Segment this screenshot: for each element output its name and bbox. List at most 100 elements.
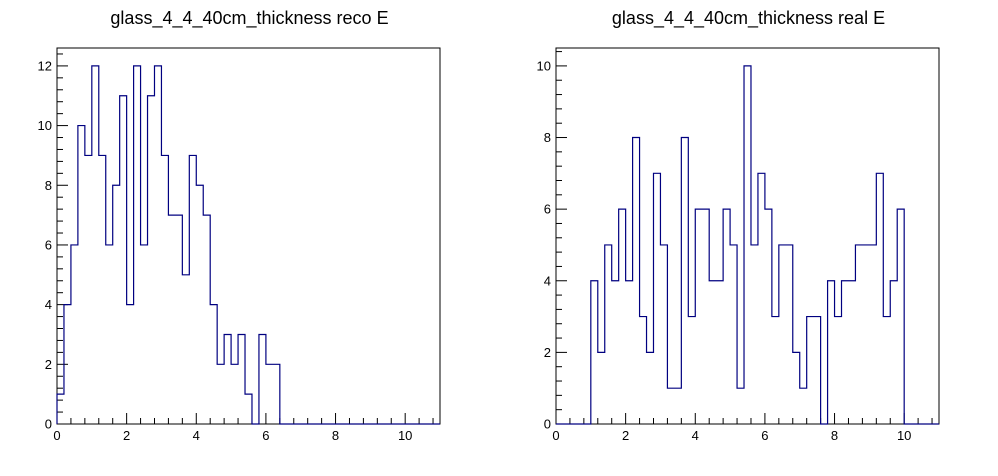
histogram-panel-real: glass_4_4_40cm_thickness real E 0 2 4 6 8 10 0… (499, 0, 998, 476)
histogram-bin (619, 209, 626, 424)
histogram-bin (688, 317, 695, 424)
histogram-bin (605, 245, 612, 424)
x-tick-label: 2 (622, 428, 629, 443)
histogram-bin (855, 245, 862, 424)
histogram-bin (231, 364, 238, 424)
histogram-bin (273, 364, 280, 424)
histogram-bin (141, 245, 148, 424)
histogram-bin (168, 215, 175, 424)
histogram-bin (148, 96, 155, 424)
y-tick-label: 4 (544, 273, 551, 288)
histogram-bin (660, 245, 667, 424)
y-tick-label: 10 (38, 118, 52, 133)
histogram-bin (835, 317, 842, 424)
histogram-bin (876, 173, 883, 424)
histogram-bin (723, 209, 730, 424)
x-tick-label: 4 (692, 428, 699, 443)
histogram-bin (800, 388, 807, 424)
x-tick-label: 0 (552, 428, 559, 443)
histogram-bin (848, 281, 855, 424)
histogram-bin (786, 245, 793, 424)
histogram-bin (744, 66, 751, 424)
y-tick-label: 12 (38, 58, 52, 73)
histogram-bin (134, 66, 141, 424)
y-tick-label: 2 (45, 357, 52, 372)
histogram-series-line (556, 65, 939, 425)
y-tick-label: 4 (45, 297, 52, 312)
histogram-bin (653, 173, 660, 424)
histogram-bin (897, 209, 904, 424)
histogram-bin (674, 388, 681, 424)
x-tick-label: 10 (398, 428, 412, 443)
histogram-bin (161, 155, 168, 424)
histogram-bin (189, 155, 196, 424)
histogram-bin (154, 66, 161, 424)
histogram-bin (667, 388, 674, 424)
y-tick-label: 6 (45, 237, 52, 252)
histogram-bin (182, 275, 189, 424)
x-tick-label: 6 (761, 428, 768, 443)
histogram-bin (640, 317, 647, 424)
histogram-bin (217, 364, 224, 424)
chart-title-reco: glass_4_4_40cm_thickness reco E (110, 8, 389, 28)
x-tick-label: 10 (897, 428, 911, 443)
histogram-bin (113, 185, 120, 424)
x-tick-label: 4 (193, 428, 200, 443)
histogram-bin (57, 394, 64, 424)
histogram-bin (702, 209, 709, 424)
histogram-bin (758, 173, 765, 424)
x-tick-label: 8 (831, 428, 838, 443)
plot-frame (56, 47, 441, 425)
histogram-bin (224, 334, 231, 424)
y-tick-label: 0 (45, 417, 52, 432)
histogram-bin (203, 215, 210, 424)
y-tick-label: 0 (544, 417, 551, 432)
histogram-bin (612, 281, 619, 424)
plot-frame (555, 47, 940, 425)
histogram-bin (737, 388, 744, 424)
histogram-bin (71, 245, 78, 424)
y-tick-label: 8 (45, 178, 52, 193)
histogram-bin (730, 245, 737, 424)
histogram-bin (681, 138, 688, 424)
histogram-bin (633, 138, 640, 424)
histogram-series-line (56, 65, 440, 425)
histogram-bin (695, 209, 702, 424)
histogram-bin (814, 317, 821, 424)
histogram-bin (765, 209, 772, 424)
y-tick-label: 8 (544, 130, 551, 145)
chart-title-real: glass_4_4_40cm_thickness real E (611, 8, 886, 28)
histogram-plot-real: 0 2 4 6 8 10 0 2 4 6 8 10 (537, 47, 940, 443)
x-tick-label: 8 (332, 428, 339, 443)
histogram-bin (175, 215, 182, 424)
histogram-bin (869, 245, 876, 424)
y-tick-label: 2 (544, 345, 551, 360)
histogram-bin (259, 334, 266, 424)
histogram-bin (85, 155, 92, 424)
histogram-plot-reco: 0 2 4 6 8 10 0 2 4 6 8 10 12 (38, 47, 441, 443)
histogram-bin (210, 305, 217, 424)
histogram-bin (120, 96, 127, 424)
y-tick-label: 10 (537, 58, 551, 73)
histogram-bin (266, 364, 273, 424)
histogram-bin (709, 281, 716, 424)
histogram-bin (772, 317, 779, 424)
histogram-bin (598, 352, 605, 424)
histogram-bin (245, 394, 252, 424)
x-tick-label: 0 (53, 428, 60, 443)
histogram-bin (99, 155, 106, 424)
histogram-bin (751, 245, 758, 424)
histogram-bin (890, 281, 897, 424)
histogram-bin (591, 281, 598, 424)
histogram-bin (842, 281, 849, 424)
histogram-bin (716, 281, 723, 424)
histogram-bin (196, 185, 203, 424)
histogram-bin (828, 281, 835, 424)
histogram-bin (793, 352, 800, 424)
histogram-bin (807, 317, 814, 424)
histogram-bin (106, 245, 113, 424)
histogram-bin (862, 245, 869, 424)
histogram-bin (127, 305, 134, 424)
histogram-bin (238, 334, 245, 424)
histogram-bin (647, 352, 654, 424)
